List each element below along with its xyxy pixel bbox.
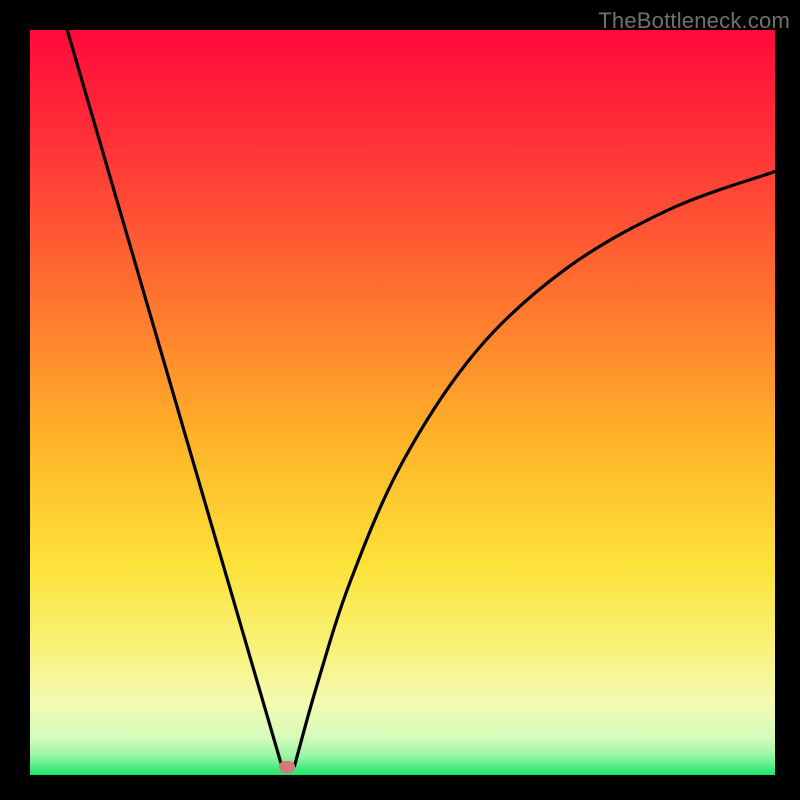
plot-area bbox=[30, 30, 775, 775]
curve-right-branch bbox=[294, 172, 775, 767]
curve-left-branch bbox=[67, 30, 282, 766]
minimum-marker bbox=[279, 761, 295, 773]
bottleneck-curve bbox=[30, 30, 775, 775]
figure-container: TheBottleneck.com bbox=[0, 0, 800, 800]
